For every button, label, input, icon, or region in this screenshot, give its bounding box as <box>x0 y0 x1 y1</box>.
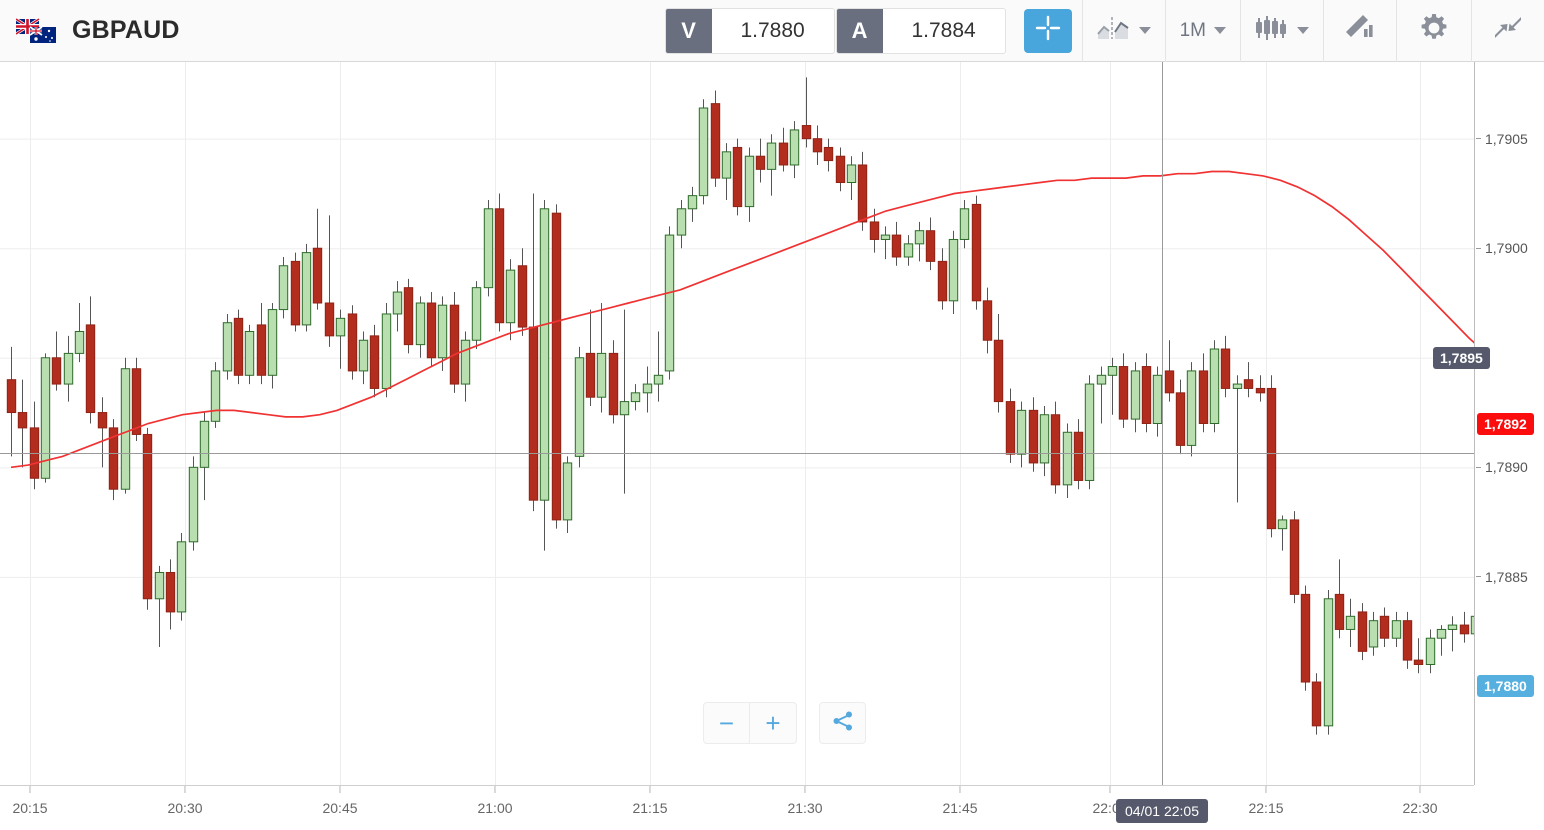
time-tick-label: 21:00 <box>477 800 513 816</box>
ask-quote[interactable]: A 1.7884 <box>835 7 1006 54</box>
chart-plot-area[interactable] <box>0 62 1474 785</box>
time-tick: 20:30 <box>167 786 203 830</box>
time-axis[interactable]: 20:15 20:30 20:45 21:00 21:15 21:30 21:45 22:00… <box>0 785 1474 829</box>
indicators-button[interactable] <box>1324 0 1396 62</box>
tick-dash <box>1476 466 1481 468</box>
time-tick: 21:15 <box>632 786 668 830</box>
toolbar-divider <box>1164 0 1166 62</box>
price-tick: 1,7900 <box>1475 239 1544 257</box>
area-chart-icon <box>1096 16 1131 45</box>
price-tick-label: 1,7900 <box>1485 240 1528 257</box>
symbol-block[interactable]: GBPAUD <box>0 16 180 45</box>
gear-icon <box>1419 13 1449 48</box>
price-tick: 1,7905 <box>1475 130 1544 148</box>
time-tick: 20:15 <box>12 786 48 830</box>
price-tick-label: 1,7885 <box>1485 568 1528 585</box>
time-tick-label: 21:15 <box>632 800 668 816</box>
tick-mark <box>339 786 341 793</box>
price-tick-label: 1,7890 <box>1485 459 1528 476</box>
tick-mark <box>1419 786 1421 793</box>
crosshair-time-tooltip: 04/01 22:05 <box>1116 799 1208 823</box>
share-button[interactable] <box>819 702 866 744</box>
time-tick-label: 21:45 <box>942 800 978 816</box>
time-tick: 21:30 <box>787 786 823 830</box>
bid-quote[interactable]: V 1.7880 <box>664 7 835 54</box>
zoom-out-button[interactable]: − <box>703 702 750 744</box>
time-tick: 21:45 <box>942 786 978 830</box>
collapse-arrows-icon <box>1494 14 1522 47</box>
time-tick: 22:30 <box>1402 786 1438 830</box>
time-tick-label: 20:45 <box>322 800 358 816</box>
crosshair-icon <box>1035 15 1061 46</box>
time-tick: 22:15 <box>1248 786 1284 830</box>
top-toolbar: GBPAUD V 1.7880 A 1.7884 <box>0 0 1544 62</box>
price-axis[interactable]: 1,7905 1,7900 1,7890 1,7885 1,7895 1,7892 1,7… <box>1433 62 1544 785</box>
tick-dash <box>1476 576 1481 578</box>
gbp-aud-flag-icon <box>16 17 56 44</box>
toolbar-divider <box>1323 0 1324 62</box>
chart-type-button[interactable] <box>1083 0 1165 62</box>
price-tick: 1,7885 <box>1475 568 1544 586</box>
price-tick: 1,7890 <box>1475 458 1544 476</box>
zoom-in-button[interactable]: + <box>750 702 797 744</box>
tick-mark <box>959 786 961 793</box>
toolbar-divider <box>1240 0 1241 62</box>
candlestick-icon <box>1255 15 1289 46</box>
tick-mark <box>804 786 806 793</box>
ask-price-badge: 1,7892 <box>1477 412 1534 435</box>
tick-mark <box>1265 786 1267 793</box>
time-tick-label: 20:30 <box>167 800 203 816</box>
time-tick: 21:00 <box>477 786 513 830</box>
tick-dash <box>1476 247 1481 249</box>
candlestick-chart <box>0 62 1474 785</box>
ask-badge: A <box>836 8 883 53</box>
tick-mark <box>29 786 31 793</box>
ask-value: 1.7884 <box>911 18 976 42</box>
indicator-pencil-icon <box>1344 15 1376 46</box>
share-icon <box>832 710 854 737</box>
toolbar-divider <box>1081 0 1083 62</box>
chart-container[interactable]: 1,7905 1,7900 1,7890 1,7885 1,7895 1,7892 1,7… <box>0 62 1544 829</box>
symbol-name: GBPAUD <box>72 16 180 44</box>
tick-mark <box>494 786 496 793</box>
bid-price-badge: 1,7880 <box>1477 675 1534 698</box>
tick-dash <box>1476 138 1481 140</box>
bid-badge: V <box>665 8 712 53</box>
time-tick-label: 22:15 <box>1248 800 1284 816</box>
toolbar-divider <box>1471 0 1472 62</box>
tick-mark <box>1109 786 1111 793</box>
time-tick-label: 22:30 <box>1402 800 1438 816</box>
chart-controls: − + <box>703 702 866 744</box>
timeframe-label: 1M <box>1179 19 1206 41</box>
tick-mark <box>649 786 651 793</box>
crosshair-price-badge: 1,7895 <box>1433 346 1490 369</box>
settings-button[interactable] <box>1397 0 1471 62</box>
collapse-button[interactable] <box>1472 0 1544 62</box>
timeframe-button[interactable]: 1M <box>1166 0 1240 62</box>
tick-mark <box>184 786 186 793</box>
candle-style-button[interactable] <box>1241 0 1323 62</box>
time-tick: 20:45 <box>322 786 358 830</box>
chevron-down-icon <box>1138 27 1151 34</box>
crosshair-tool-button[interactable] <box>1023 8 1072 53</box>
price-tick-label: 1,7905 <box>1485 130 1528 147</box>
chevron-down-icon <box>1214 27 1226 34</box>
time-tick-label: 20:15 <box>12 800 48 816</box>
chevron-down-icon <box>1297 27 1309 34</box>
toolbar-divider <box>1396 0 1397 62</box>
bid-value: 1.7880 <box>740 18 805 42</box>
time-tick-label: 21:30 <box>787 800 823 816</box>
